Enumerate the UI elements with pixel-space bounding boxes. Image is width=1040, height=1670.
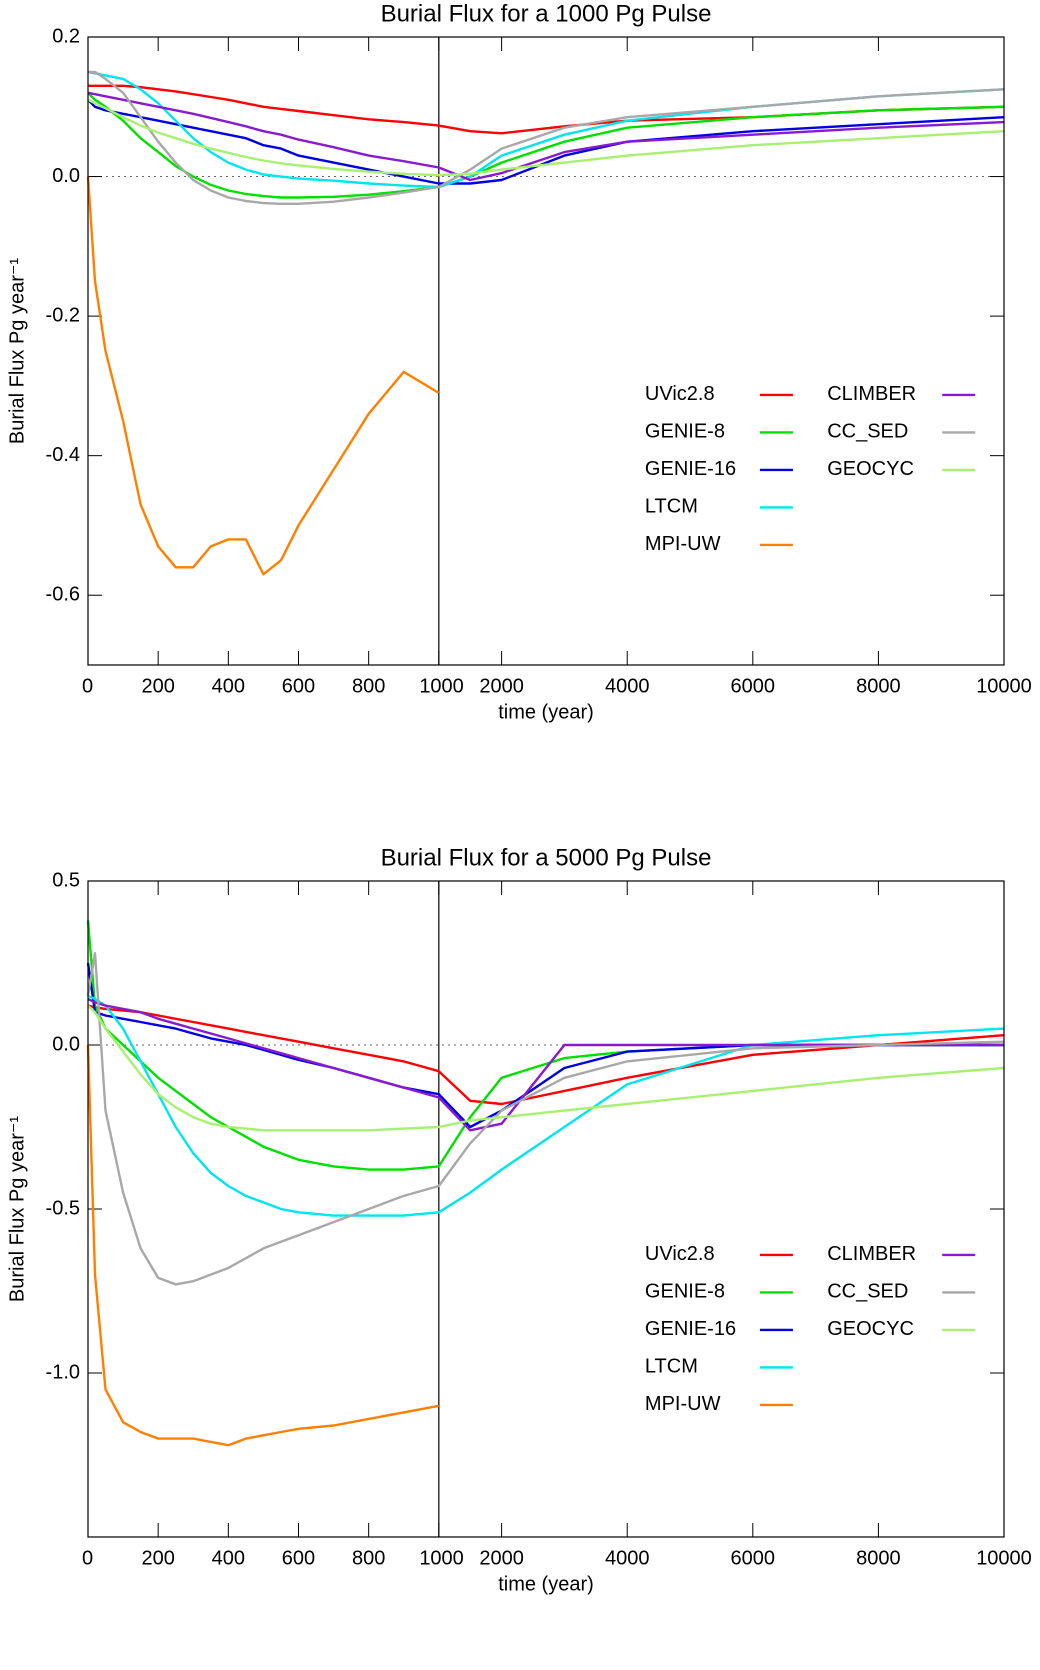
plot-frame [87, 880, 1005, 1538]
series-line [87, 91, 1005, 182]
legend-label: LTCM [645, 496, 698, 518]
y-tick-label: 0.0 [52, 165, 80, 187]
x-tick-label: 0 [82, 675, 93, 697]
x-tick-label: 10000 [976, 1547, 1032, 1569]
x-tick-label: 8000 [856, 675, 901, 697]
series-line [87, 994, 1005, 1217]
x-tick-label: 200 [141, 1547, 174, 1569]
series-line [87, 91, 1005, 199]
y-tick-label: 0.2 [52, 25, 80, 47]
x-tick-label: 1000 [419, 1547, 464, 1569]
chart-title: Burial Flux for a 5000 Pg Pulse [381, 844, 712, 871]
legend-label: UVic2.8 [645, 1243, 715, 1265]
legend-label: GENIE-16 [645, 1318, 736, 1340]
legend-label: GENIE-8 [645, 421, 725, 443]
legend-label: GENIE-8 [645, 1281, 725, 1303]
series-line [87, 1004, 1005, 1106]
x-tick-label: 10000 [976, 675, 1032, 697]
series-line [87, 998, 1004, 1132]
series-line [86, 962, 1004, 1129]
x-tick-label: 4000 [605, 675, 650, 697]
x-tick-label: 600 [282, 675, 315, 697]
legend-label: CLIMBER [827, 1243, 916, 1265]
x-axis-label: time (year) [498, 1573, 594, 1595]
x-tick-label: 6000 [731, 1547, 776, 1569]
legend-label: GENIE-16 [645, 458, 736, 480]
series-line [86, 1044, 440, 1447]
x-tick-label: 200 [141, 675, 174, 697]
x-tick-label: 2000 [479, 1547, 524, 1569]
y-tick-label: -0.5 [46, 1197, 80, 1219]
x-tick-label: 800 [352, 675, 385, 697]
y-axis-label: Burial Flux Pg year⁻¹ [6, 258, 28, 445]
y-tick-label: 0.0 [52, 1033, 80, 1055]
x-tick-label: 400 [212, 1547, 245, 1569]
y-tick-label: -1.0 [46, 1361, 80, 1383]
legend-label: CC_SED [827, 421, 908, 443]
legend-label: CC_SED [827, 1281, 908, 1303]
legend-label: LTCM [645, 1356, 698, 1378]
series-line [87, 98, 1005, 177]
x-tick-label: 400 [212, 675, 245, 697]
series-line [88, 84, 1005, 135]
series-line [87, 1004, 1005, 1132]
y-tick-label: -0.4 [46, 444, 80, 466]
y-tick-label: -0.2 [46, 304, 80, 326]
chart-title: Burial Flux for a 1000 Pg Pulse [381, 0, 712, 27]
x-tick-label: 2000 [479, 675, 524, 697]
y-tick-label: 0.5 [52, 869, 80, 891]
x-tick-label: 1000 [419, 675, 464, 697]
plot-frame [87, 36, 1005, 666]
x-tick-label: 6000 [731, 675, 776, 697]
legend-label: MPI-UW [645, 533, 721, 555]
legend-label: UVic2.8 [645, 383, 715, 405]
x-tick-label: 8000 [856, 1547, 901, 1569]
legend-label: CLIMBER [827, 383, 916, 405]
series-line [86, 952, 1005, 1286]
series-line [86, 176, 440, 576]
x-tick-label: 800 [352, 1547, 385, 1569]
legend-label: GEOCYC [827, 458, 914, 480]
series-line [87, 70, 1005, 189]
x-tick-label: 4000 [605, 1547, 650, 1569]
x-tick-label: 0 [82, 1547, 93, 1569]
x-axis-label: time (year) [498, 701, 594, 723]
series-line [88, 70, 1005, 205]
x-tick-label: 600 [282, 1547, 315, 1569]
y-axis-label: Burial Flux Pg year⁻¹ [6, 1116, 28, 1303]
legend-label: MPI-UW [645, 1393, 721, 1415]
y-tick-label: -0.6 [46, 584, 80, 606]
legend-label: GEOCYC [827, 1318, 914, 1340]
